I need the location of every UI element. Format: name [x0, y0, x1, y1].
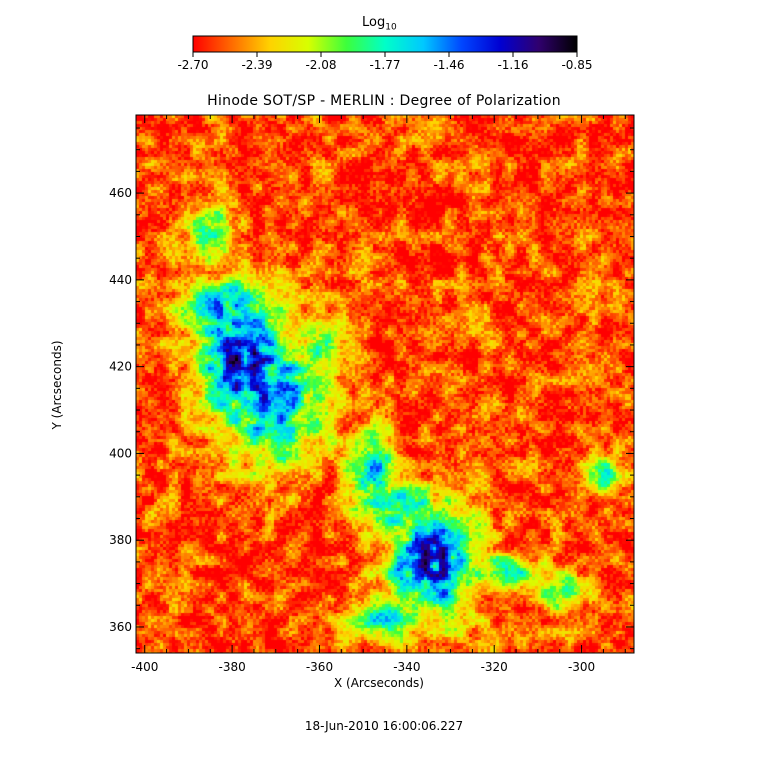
x-tick-label: -320: [481, 660, 508, 674]
y-tick-label: 460: [109, 186, 132, 200]
timestamp: 18-Jun-2010 16:00:06.227: [304, 719, 464, 733]
colorbar-tick-label: -1.16: [497, 58, 528, 72]
y-axis: 360 380 400 420 440 460: [109, 127, 634, 650]
colorbar-label-base: Log: [362, 15, 386, 30]
colorbar-tick-label: -2.08: [305, 58, 336, 72]
colorbar-label-sub: 10: [385, 22, 397, 33]
colorbar-tick-label: -2.39: [241, 58, 272, 72]
colorbar-label: Log10: [362, 15, 397, 33]
x-tick-label: -300: [568, 660, 595, 674]
y-tick-label: 360: [109, 620, 132, 634]
y-tick-label: 420: [109, 360, 132, 374]
colorbar-tick-label: -0.85: [561, 58, 592, 72]
y-tick-label: 440: [109, 273, 132, 287]
x-axis-label: X (Arcseconds): [334, 676, 424, 690]
y-tick-label: 400: [109, 446, 132, 460]
plot-frame: [135, 114, 635, 654]
colorbar-tick-label: -1.77: [369, 58, 400, 72]
y-axis-label: Y (Arcseconds): [50, 340, 64, 430]
x-tick-label: -360: [306, 660, 333, 674]
x-axis: -400 -380 -360 -340 -320 -300: [131, 115, 626, 674]
x-tick-label: -340: [393, 660, 420, 674]
x-tick-label: -380: [218, 660, 245, 674]
colorbar: -2.70 -2.39 -2.08 -1.77 -1.46 -1.16 -0.85: [177, 35, 593, 72]
y-tick-label: 380: [109, 533, 132, 547]
heatmap-image: [136, 115, 634, 653]
x-tick-label: -400: [131, 660, 158, 674]
colorbar-tick-label: -2.70: [177, 58, 208, 72]
colorbar-tick-label: -1.46: [433, 58, 464, 72]
chart-title: Hinode SOT/SP - MERLIN : Degree of Polar…: [207, 93, 561, 109]
